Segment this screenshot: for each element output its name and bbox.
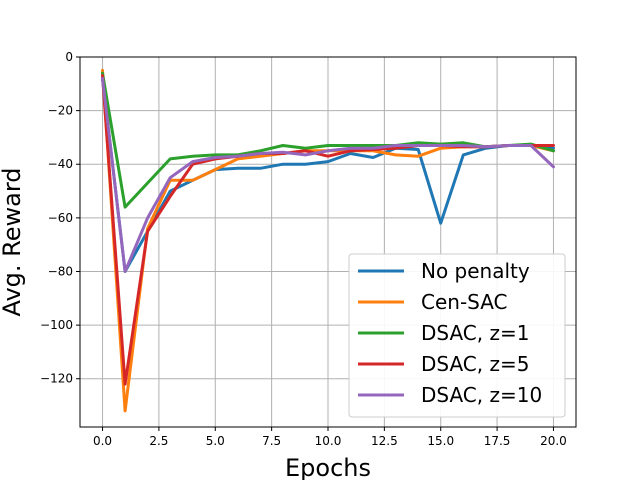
y-tick-label: −120 (40, 372, 73, 386)
legend-label: DSAC, z=1 (421, 321, 529, 345)
x-tick-label: 0.0 (93, 434, 112, 448)
legend-label: DSAC, z=10 (421, 383, 542, 407)
x-tick-label: 15.0 (427, 434, 454, 448)
x-axis-title: Epochs (285, 454, 371, 480)
x-tick-label: 12.5 (371, 434, 398, 448)
series-lines (101, 68, 555, 413)
x-tick-label: 20.0 (540, 434, 567, 448)
y-tick-label: −40 (48, 157, 73, 171)
legend-label: Cen-SAC (421, 290, 508, 314)
legend-box (348, 253, 566, 418)
x-tick-label: 17.5 (484, 434, 511, 448)
x-tick-label: 7.5 (262, 434, 281, 448)
x-tick-label: 10.0 (315, 434, 342, 448)
legend-label: DSAC, z=5 (421, 352, 529, 376)
y-tick-label: −100 (40, 318, 73, 332)
y-tick-label: −20 (48, 104, 73, 118)
y-axis-title: Avg. Reward (0, 167, 26, 316)
legend-label: No penalty (421, 259, 530, 283)
series-line-dsac-z-10 (101, 76, 555, 273)
y-tick-label: −80 (48, 264, 73, 278)
y-axis-ticks: 0 −20 −40 −60 −80 −100 −120 (40, 50, 80, 386)
legend: No penalty Cen-SAC DSAC, z=1 DSAC, z=5 DSAC,… (348, 253, 566, 418)
x-tick-label: 5.0 (206, 434, 225, 448)
x-tick-label: 2.5 (149, 434, 168, 448)
y-tick-label: 0 (65, 50, 73, 64)
y-tick-label: −60 (48, 211, 73, 225)
x-axis-ticks: 0.0 2.5 5.0 7.5 10.0 12.5 15.0 17.5 20.0 (93, 427, 567, 448)
